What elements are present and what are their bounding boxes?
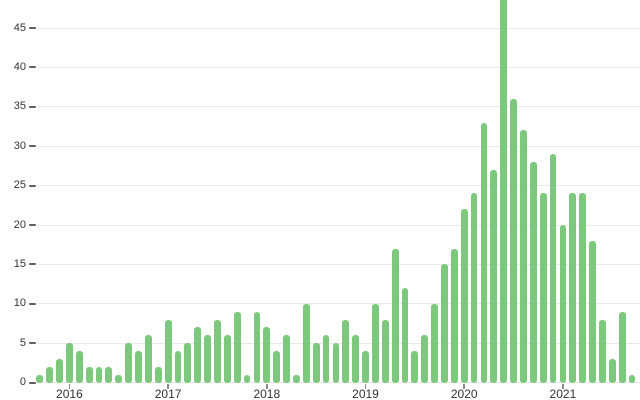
bar [293, 375, 300, 383]
y-axis-label: 25 [0, 180, 26, 191]
bar [56, 359, 63, 383]
y-axis-tick [29, 185, 36, 187]
bar [323, 335, 330, 382]
y-axis-tick [29, 342, 36, 344]
bar [352, 335, 359, 382]
bar [392, 249, 399, 383]
bar [471, 193, 478, 382]
y-axis-label: 45 [0, 23, 26, 34]
bar [105, 367, 112, 383]
bar [500, 0, 507, 383]
x-axis-label: 2019 [344, 388, 388, 400]
y-axis-label: 0 [0, 377, 26, 388]
bar [599, 320, 606, 383]
bar [145, 335, 152, 382]
bar [481, 123, 488, 383]
bar [402, 288, 409, 383]
bar [214, 320, 221, 383]
y-axis-tick [29, 303, 36, 305]
x-axis-label: 2016 [47, 388, 91, 400]
bar [560, 225, 567, 383]
bar [609, 359, 616, 383]
bar [224, 335, 231, 382]
y-axis-tick [29, 66, 36, 68]
bar [333, 343, 340, 382]
gridline [37, 28, 640, 29]
gridline [37, 106, 640, 107]
y-axis-tick [29, 224, 36, 226]
y-axis-tick [29, 27, 36, 29]
bar [303, 304, 310, 383]
bar [46, 367, 53, 383]
bar [362, 351, 369, 383]
bar [155, 367, 162, 383]
bar [619, 312, 626, 383]
bar [66, 343, 73, 382]
x-axis-label: 2018 [245, 388, 289, 400]
bar [540, 193, 547, 382]
bar [175, 351, 182, 383]
y-axis-label: 5 [0, 338, 26, 349]
bar-chart: 0 5 10 15 20 25 30 35 40 45 2016 2017 2018 2019 2020 2… [0, 0, 640, 400]
y-axis-tick [29, 263, 36, 265]
bar [244, 375, 251, 383]
bar [441, 264, 448, 382]
bar [431, 304, 438, 383]
gridline [37, 146, 640, 147]
bar [76, 351, 83, 383]
bar [510, 99, 517, 383]
bar [234, 312, 241, 383]
bar [125, 343, 132, 382]
bar [530, 162, 537, 383]
bar [451, 249, 458, 383]
y-axis-label: 15 [0, 259, 26, 270]
bar [579, 193, 586, 382]
y-axis-tick [29, 382, 36, 384]
bar [36, 375, 43, 383]
bar [342, 320, 349, 383]
y-axis-label: 20 [0, 220, 26, 231]
x-axis-label: 2017 [146, 388, 190, 400]
bar [461, 209, 468, 382]
bar [411, 351, 418, 383]
gridline [37, 67, 640, 68]
bar [283, 335, 290, 382]
bar [115, 375, 122, 383]
y-axis-label: 40 [0, 62, 26, 73]
x-axis-label: 2021 [541, 388, 585, 400]
y-axis-tick [29, 106, 36, 108]
bar [184, 343, 191, 382]
bar [165, 320, 172, 383]
bar [490, 170, 497, 383]
bar [204, 335, 211, 382]
bar [313, 343, 320, 382]
y-axis-tick [29, 145, 36, 147]
bar [96, 367, 103, 383]
bar [421, 335, 428, 382]
bar [372, 304, 379, 383]
bar [520, 130, 527, 382]
y-axis-label: 35 [0, 101, 26, 112]
bar [569, 193, 576, 382]
bar [254, 312, 261, 383]
bar [382, 320, 389, 383]
y-axis-label: 30 [0, 141, 26, 152]
y-axis-label: 10 [0, 298, 26, 309]
bar [86, 367, 93, 383]
bar [550, 154, 557, 383]
bar [589, 241, 596, 383]
bar [263, 327, 270, 382]
x-axis-label: 2020 [442, 388, 486, 400]
bar [629, 375, 636, 383]
bar [273, 351, 280, 383]
bar [135, 351, 142, 383]
bar [194, 327, 201, 382]
